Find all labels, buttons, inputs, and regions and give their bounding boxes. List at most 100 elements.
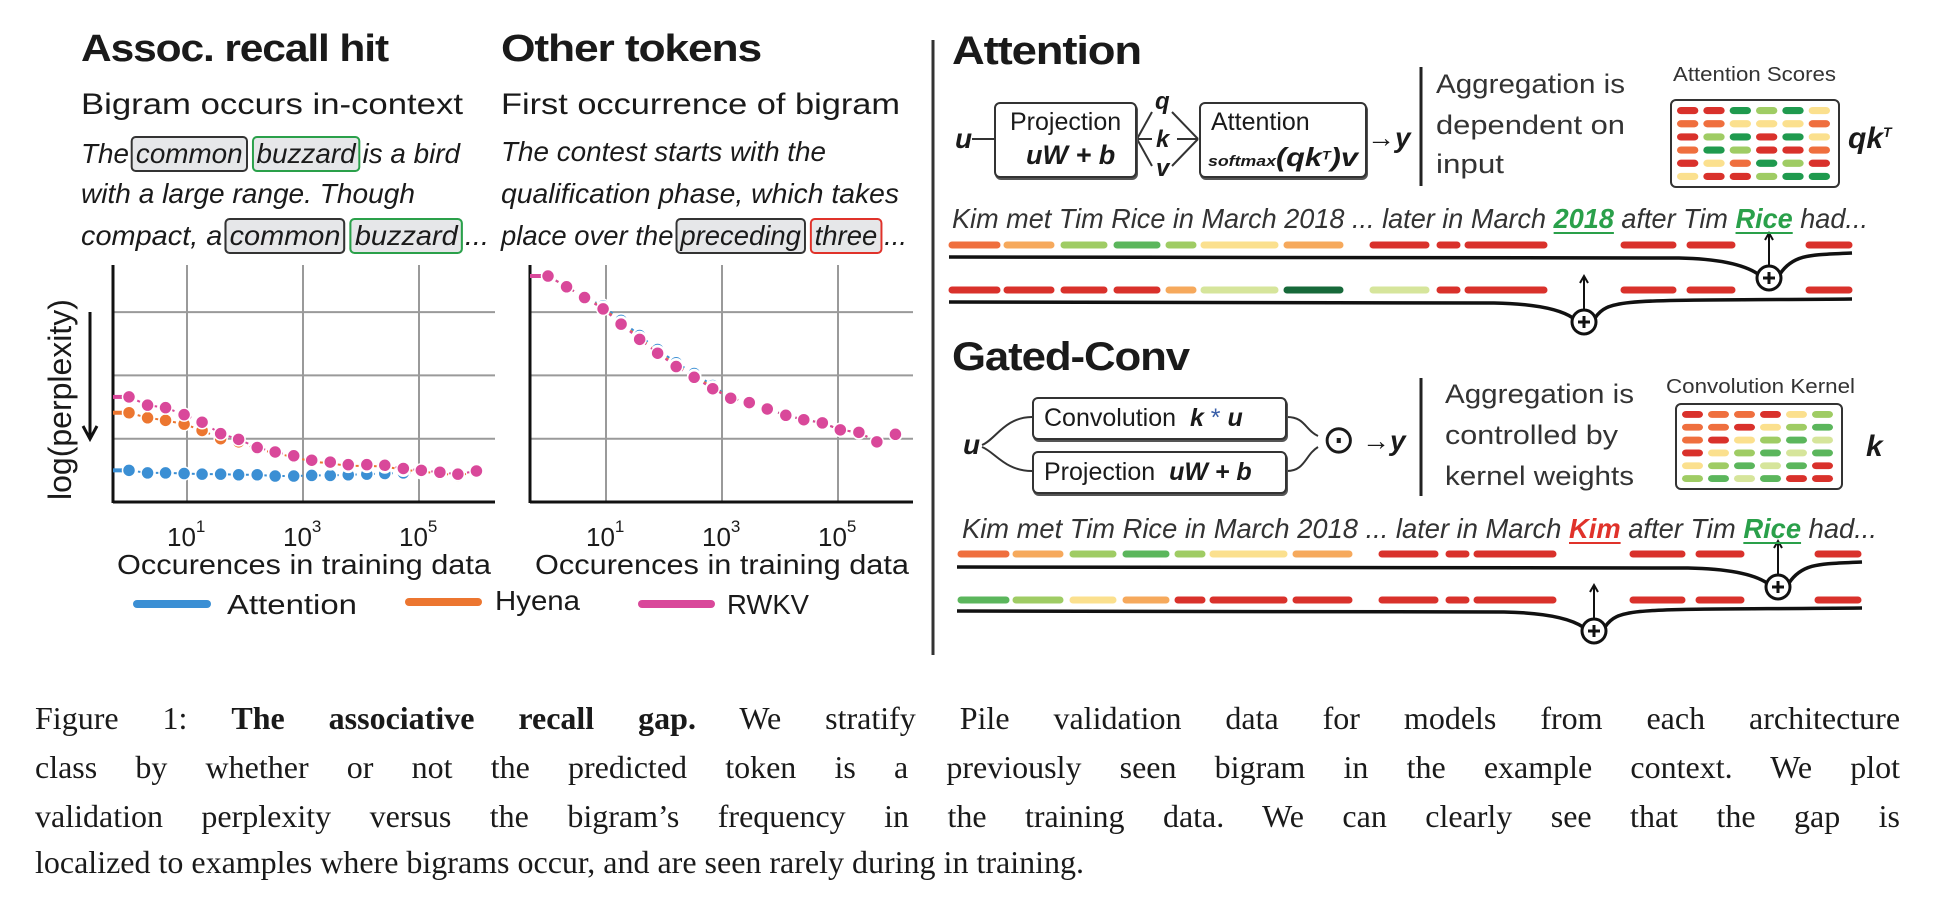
convolution-kernel-matrix-cell [1708, 423, 1729, 431]
data-point-attention [121, 463, 137, 478]
data-point-rwkv [213, 426, 228, 441]
convolution-kernel-matrix-cell [1760, 449, 1781, 457]
convolution-kernel-matrix-cell [1786, 411, 1807, 418]
data-point-rwkv [851, 425, 867, 440]
attention-scores-matrix-cell [1782, 172, 1804, 180]
convolution-kernel-matrix-cell [1734, 475, 1755, 482]
data-point-rwkv [723, 390, 738, 406]
data-point-hyena [121, 405, 137, 420]
data-point-attention [194, 466, 210, 482]
attention-scores-matrix-cell [1703, 107, 1725, 115]
attention-scores-matrix-cell [1729, 146, 1751, 154]
data-point-rwkv [888, 427, 903, 442]
output-y: →y [1367, 122, 1411, 153]
chart-assoc-recall [111, 265, 495, 504]
data-point-rwkv [286, 448, 301, 464]
attention-label: Attention [1211, 108, 1310, 136]
data-point-rwkv [796, 412, 812, 427]
data-point-rwkv [686, 370, 702, 385]
data-point-rwkv [540, 268, 556, 284]
data-point-rwkv [377, 458, 393, 473]
convolution-kernel-matrix-cell [1812, 449, 1833, 457]
convolution-kernel-matrix-cell [1682, 475, 1703, 482]
panel-subtitle-assoc: Bigram occurs in-context [81, 88, 463, 121]
projection-box: Projection uW + b [1032, 451, 1287, 494]
attention-scores-matrix-cell [1703, 172, 1725, 180]
data-point-rwkv [742, 395, 757, 410]
convolution-kernel-matrix-cell [1708, 475, 1729, 482]
recalled-token-wrong: Kim [1569, 513, 1621, 544]
x-axis-label: Occurences in training data [535, 549, 909, 580]
elementwise-product-icon: ⊙ [1322, 418, 1356, 462]
attention-scores-matrix-cell [1756, 133, 1778, 141]
x-tick-label: 103 [283, 517, 322, 552]
attention-scores-matrix-cell [1677, 120, 1699, 128]
data-point-rwkv [359, 457, 375, 472]
aggregation-rail [956, 565, 1768, 585]
attention-scores-matrix-cell [1729, 120, 1751, 128]
qkT-symbol: qkT [1848, 122, 1892, 155]
attention-desc-line: Aggregation is [1436, 69, 1625, 99]
add-icon-glyph [1763, 272, 1775, 284]
x-tick-label: 101 [586, 517, 625, 552]
data-point-hyena [140, 410, 155, 426]
convolution-kernel-matrix-cell [1812, 436, 1833, 444]
data-point-attention [286, 468, 301, 484]
convolution-kernel-matrix-cell [1760, 475, 1781, 482]
data-point-rwkv [121, 389, 137, 405]
data-point-attention [140, 465, 155, 481]
aggregation-rail [1778, 251, 1853, 276]
data-point-attention [213, 466, 228, 482]
attention-scores-matrix-cell [1782, 159, 1804, 167]
x-tick-label: 103 [702, 517, 741, 552]
gated-connectors [981, 416, 1319, 472]
x-axis-label: Occurences in training data [117, 549, 491, 580]
x-tick-label: 105 [399, 517, 438, 552]
projection-formula: uW + b [1026, 140, 1116, 170]
aggregation-rail [956, 609, 1584, 629]
convolution-kernel-matrix-cell [1734, 449, 1755, 457]
panel-title-assoc: Assoc. recall hit [81, 28, 389, 70]
data-point-rwkv [396, 461, 411, 476]
data-point-rwkv [304, 452, 319, 468]
data-point-attention [323, 468, 338, 483]
token-score-bars [948, 230, 1863, 645]
example-line: qualification phase, which takes [501, 178, 899, 209]
aggregation-rail [1593, 297, 1853, 319]
caption-title: The associative recall gap. [231, 700, 696, 736]
up-arrow-head [1589, 582, 1599, 593]
token-box-buzzard: buzzard [349, 218, 463, 254]
caption-line: Figure 1: The associative recall gap. We… [35, 700, 1901, 736]
convolution-kernel-matrix-cell [1812, 423, 1833, 431]
projection-box: Projection uW + b [994, 102, 1137, 178]
attention-scores-matrix-cell [1677, 172, 1699, 180]
attention-scores-matrix-cell [1782, 107, 1804, 115]
convolution-kernel-matrix-cell [1760, 423, 1781, 431]
input-u: u [955, 123, 973, 154]
attention-scores-matrix-cell [1756, 107, 1778, 115]
data-point-rwkv [158, 400, 173, 415]
down-arrow-icon [81, 312, 99, 443]
convolution-kernel-matrix-cell [1786, 475, 1807, 482]
data-point-rwkv [650, 345, 665, 361]
data-point-rwkv [759, 401, 775, 417]
recalled-token-correct: 2018 [1553, 203, 1614, 234]
section-title-attention: Attention [952, 29, 1142, 73]
data-point-attention [231, 467, 246, 483]
convolution-kernel-matrix-cell [1708, 411, 1729, 418]
convolution-kernel-matrix-cell [1812, 411, 1833, 418]
convolution-kernel-matrix-cell [1786, 462, 1807, 470]
up-arrow-head [1773, 538, 1783, 549]
data-point-rwkv [559, 279, 574, 295]
caption-line: class by whether or not the predicted to… [35, 749, 1900, 785]
gated-example-sentence: Kim met Tim Rice in March 2018 ... later… [962, 513, 1877, 544]
convolution-kernel-matrix-cell [1682, 436, 1703, 444]
convolution-kernel-matrix-cell [1760, 436, 1781, 444]
gated-desc-line: kernel weights [1445, 461, 1634, 491]
x-tick-label: 105 [818, 517, 857, 552]
data-point-rwkv [815, 415, 830, 431]
data-point-attention [304, 468, 319, 483]
example-line: with a large range. Though [81, 178, 415, 209]
data-point-rwkv [194, 414, 210, 430]
data-point-rwkv [176, 407, 192, 422]
